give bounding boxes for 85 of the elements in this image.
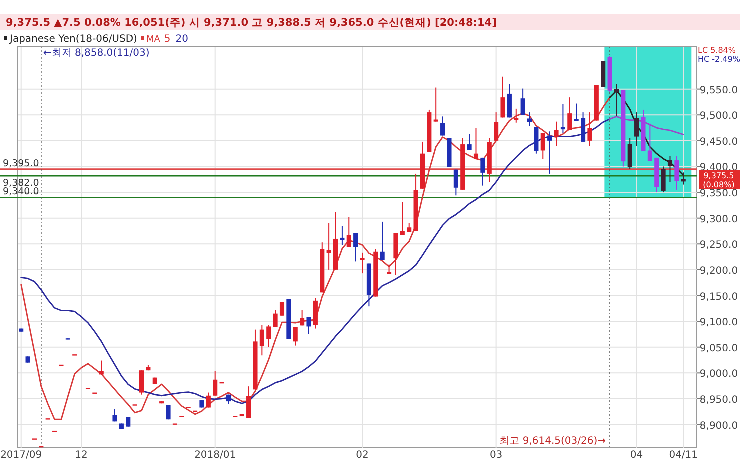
candlestick: [326, 223, 332, 270]
ref-line-label: 9,395.0: [3, 158, 40, 170]
annotation: 9,375.5 (0.08%): [703, 171, 735, 190]
candlestick: [454, 169, 458, 196]
candlestick: [340, 226, 345, 246]
candlestick: [99, 360, 104, 376]
candlestick: [400, 202, 405, 236]
candlestick: [634, 112, 640, 147]
candlestick: [648, 123, 652, 162]
y-tick-label: 9,150.0: [700, 292, 738, 303]
candlestick: [628, 138, 632, 170]
candlestick: [246, 386, 252, 419]
candlestick: [213, 370, 218, 396]
candlestick: [280, 302, 285, 316]
candlestick: [480, 157, 486, 186]
annotation: 최고 9,614.5(03/26)→: [500, 436, 606, 447]
x-tick-label: 02: [356, 450, 369, 460]
line-series: [609, 116, 684, 136]
ref-line-label: 9,340.0: [3, 186, 40, 198]
text: HC -2.49%: [698, 55, 740, 64]
candlestick: [574, 103, 579, 122]
legend-title: MA: [146, 35, 162, 45]
candlestick: [126, 416, 131, 428]
chart-title: Japanese Yen(18-06/USD): [9, 34, 138, 45]
candlestick: [467, 134, 472, 151]
candlestick: [568, 97, 572, 131]
price-tag: 9,375.5 (0.08%): [699, 170, 740, 190]
candlestick: [548, 131, 552, 174]
candlestick: [668, 156, 673, 183]
candlestick: [139, 370, 144, 396]
candlestick: [306, 316, 312, 334]
candlestick: [520, 88, 526, 116]
chart-subtitle: 9,375.5 ▲7.5 0.08% 16,051(주) 시 9,371.0 고 9,388.5 저 9,365.0 수신(현재) [20:48:14]: [6, 17, 497, 29]
y-tick-label: 9,200.0: [700, 266, 738, 277]
candlestick: [300, 310, 305, 326]
candlestick: [434, 87, 438, 122]
candlestick: [527, 112, 532, 127]
x-tick-label: 03: [490, 450, 503, 460]
candlestick: [554, 121, 559, 147]
y-tick-label: 8,900.0: [700, 420, 738, 432]
candlestick: [440, 116, 446, 136]
candlestick: [380, 221, 385, 261]
text: LC 5.84%: [698, 46, 736, 55]
candlestick: [507, 84, 512, 118]
x-tick-label: 12: [75, 450, 88, 460]
y-tick-label: 9,550.0: [700, 85, 738, 96]
candlestick: [266, 324, 272, 348]
legend-label: 5: [164, 34, 171, 45]
y-tick-label: 9,250.0: [700, 240, 738, 252]
candlestick: [500, 76, 506, 118]
candlestick: [360, 252, 365, 274]
y-tick-label: 9,050.0: [700, 343, 738, 354]
text: 20: [176, 34, 188, 45]
candlestick: [346, 216, 352, 248]
candlestick: [661, 166, 666, 194]
y-tick-label: 9,300.0: [700, 214, 738, 226]
ref-line: 9,395.0: [0, 158, 697, 170]
candlestick: [354, 232, 358, 262]
annotation: ←최저 8,858.0(11/03): [43, 48, 150, 59]
candlestick: [206, 392, 211, 408]
candlestick: [112, 408, 118, 422]
candlestick: [494, 112, 499, 142]
candlestick: [614, 84, 619, 117]
candlestick: [581, 112, 586, 142]
candlestick: [560, 104, 566, 134]
candlestick: [293, 326, 298, 346]
candlestick: [540, 132, 546, 160]
x-tick-label: 04: [630, 450, 644, 460]
x-tick-label: 2017/09: [0, 450, 42, 460]
candlestick: [588, 112, 592, 147]
y-tick-label: 9,350.0: [700, 188, 738, 200]
candlestick: [273, 310, 278, 328]
candlestick: [474, 128, 479, 160]
y-tick-label: 9,500.0: [700, 111, 738, 122]
ref-line: 9,340.0: [0, 186, 697, 198]
candlestick: [260, 324, 264, 356]
candlestick: [514, 108, 519, 124]
x-tick-label: 04/11: [669, 450, 698, 460]
y-tick-label: 9,100.0: [700, 318, 738, 329]
y-tick-label: 9,450.0: [700, 136, 738, 148]
candlestick: [674, 156, 680, 190]
y-tick-label: 9,000.0: [700, 369, 738, 380]
y-tick-label: 8,950.0: [700, 394, 738, 406]
x-tick-label: 2018/01: [194, 450, 236, 460]
candlestick: [166, 404, 171, 420]
